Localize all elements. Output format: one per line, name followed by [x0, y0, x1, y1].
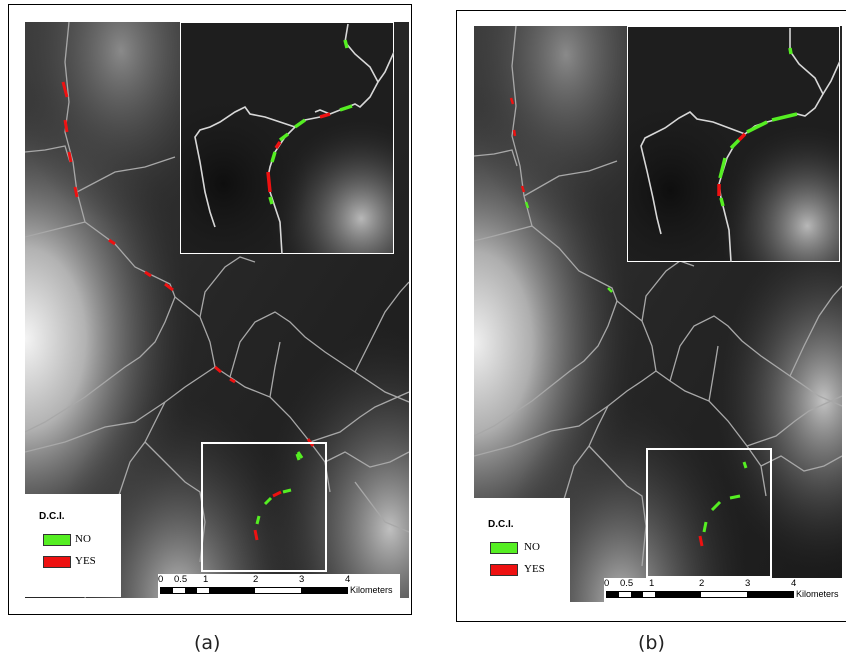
scale-tick: 1: [649, 578, 655, 589]
scale-tick: 2: [699, 578, 705, 589]
scale-tick: 1: [203, 574, 209, 585]
legend-label-yes: YES: [75, 555, 96, 567]
panel-b-legend: D.C.I. NO YES: [474, 498, 570, 602]
river-network: [474, 26, 842, 602]
legend-label-yes: YES: [524, 563, 545, 575]
panel-a-inset-locator-dci: [253, 453, 301, 541]
scale-unit: Kilometers: [350, 585, 393, 595]
legend-swatch-yes: [490, 564, 518, 576]
legend-label-no: NO: [524, 541, 540, 553]
scale-tick: 4: [791, 578, 797, 589]
scale-tick: 3: [299, 574, 305, 585]
legend-swatch-no: [490, 542, 518, 554]
legend-title: D.C.I.: [488, 519, 514, 530]
scale-tick: 2: [253, 574, 259, 585]
panel-a-legend: D.C.I. NO YES: [25, 494, 121, 597]
caption-a: (a): [194, 632, 221, 654]
scale-tick: 4: [345, 574, 351, 585]
dci-no-segments: [524, 201, 613, 293]
panel-b-inset-locator: [646, 448, 772, 578]
panel-b-scale-bar: 0 0.5 1 2 3 4 Kilometers: [604, 578, 842, 602]
caption-b: (b): [638, 632, 665, 654]
dci-yes-segments: [61, 81, 315, 447]
legend-swatch-yes: [43, 556, 71, 568]
dci-no-segments: [296, 451, 304, 459]
scale-bar-segments: [606, 591, 794, 598]
dci-yes-segments: [509, 97, 526, 193]
panel-b-inset-top: [627, 26, 840, 262]
legend-title: D.C.I.: [39, 511, 65, 522]
panel-a-inset-top: [180, 22, 394, 254]
scale-tick: 3: [745, 578, 751, 589]
scale-bar-segments: [160, 587, 348, 594]
panel-a-scale-bar: 0 0.5 1 2 3 4 Kilometers: [158, 574, 400, 598]
scale-unit: Kilometers: [796, 589, 839, 599]
scale-tick: 0: [158, 574, 164, 585]
panel-a-inset-locator: [201, 442, 327, 572]
scale-tick: 0: [604, 578, 610, 589]
panel-b-inset-locator-dci: [698, 461, 748, 547]
scale-tick: 0.5: [620, 578, 634, 589]
legend-label-no: NO: [75, 533, 91, 545]
scale-tick: 0.5: [174, 574, 188, 585]
legend-swatch-no: [43, 534, 71, 546]
